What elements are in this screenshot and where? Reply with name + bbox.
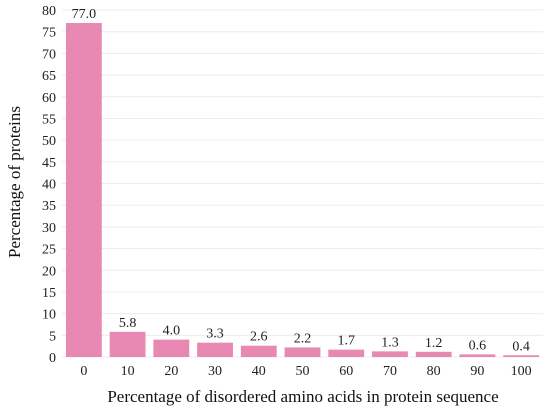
bars	[65, 23, 540, 357]
y-tick-label: 65	[42, 69, 56, 84]
data-label-50: 2.2	[294, 331, 312, 346]
data-label-10: 5.8	[119, 316, 137, 331]
x-tick-label: 50	[296, 364, 310, 379]
x-axis-ticks: 0 10 20 30 40 50 60 70 80 90 100	[80, 364, 531, 379]
x-tick-label: 70	[383, 364, 397, 379]
x-tick-label: 0	[80, 364, 87, 379]
y-tick-label: 70	[42, 47, 56, 62]
gridlines	[62, 9, 543, 358]
data-label-30: 3.3	[206, 327, 224, 342]
bar-70	[372, 351, 408, 357]
y-tick-label: 40	[42, 178, 56, 193]
bar-0	[65, 23, 102, 357]
x-tick-label: 90	[470, 364, 484, 379]
y-tick-label: 45	[42, 156, 56, 171]
bar-100	[503, 355, 540, 357]
y-tick-label: 50	[42, 134, 56, 149]
x-tick-label: 30	[208, 364, 222, 379]
y-tick-label: 80	[42, 4, 56, 19]
x-tick-label: 20	[164, 364, 178, 379]
y-tick-label: 55	[42, 112, 56, 127]
x-tick-label: 60	[339, 364, 353, 379]
bar-50	[284, 347, 321, 357]
data-label-100: 0.4	[512, 339, 530, 354]
y-tick-label: 10	[42, 308, 56, 323]
data-label-80: 1.2	[425, 336, 443, 351]
bar-80	[415, 351, 452, 357]
y-tick-label: 5	[49, 329, 56, 344]
y-tick-label: 20	[42, 264, 56, 279]
bar-30	[197, 342, 233, 357]
x-tick-label: 10	[121, 364, 135, 379]
y-tick-label: 60	[42, 91, 56, 106]
x-axis-label: Percentage of disordered amino acids in …	[107, 387, 498, 406]
data-label-20: 4.0	[163, 324, 181, 339]
data-label-90: 0.6	[469, 338, 487, 353]
y-tick-label: 75	[42, 26, 56, 41]
y-tick-label: 25	[42, 243, 56, 258]
x-tick-label: 80	[427, 364, 441, 379]
y-axis-label: Percentage of proteins	[5, 106, 24, 258]
data-label-0: 77.0	[72, 7, 97, 22]
y-tick-label: 30	[42, 221, 56, 236]
x-tick-label: 100	[511, 364, 532, 379]
bar-40	[240, 345, 277, 357]
y-tick-label: 35	[42, 199, 56, 214]
bar-20	[153, 339, 190, 357]
y-axis-ticks: 0 5 10 15 20 25 30 35 40 45 50 55 60 65 70 75 80	[42, 4, 56, 366]
y-tick-label: 15	[42, 286, 56, 301]
x-tick-label: 40	[252, 364, 266, 379]
data-labels: 77.0 5.8 4.0 3.3 2.6 2.2 1.7 1.3 1.2 0.6 0.4	[72, 7, 530, 354]
bar-90	[459, 354, 496, 357]
data-label-60: 1.7	[337, 334, 355, 349]
bar-10	[109, 331, 146, 357]
bar-60	[328, 349, 365, 357]
data-label-40: 2.6	[250, 330, 268, 345]
data-label-70: 1.3	[381, 335, 399, 350]
y-tick-label: 0	[49, 351, 56, 366]
